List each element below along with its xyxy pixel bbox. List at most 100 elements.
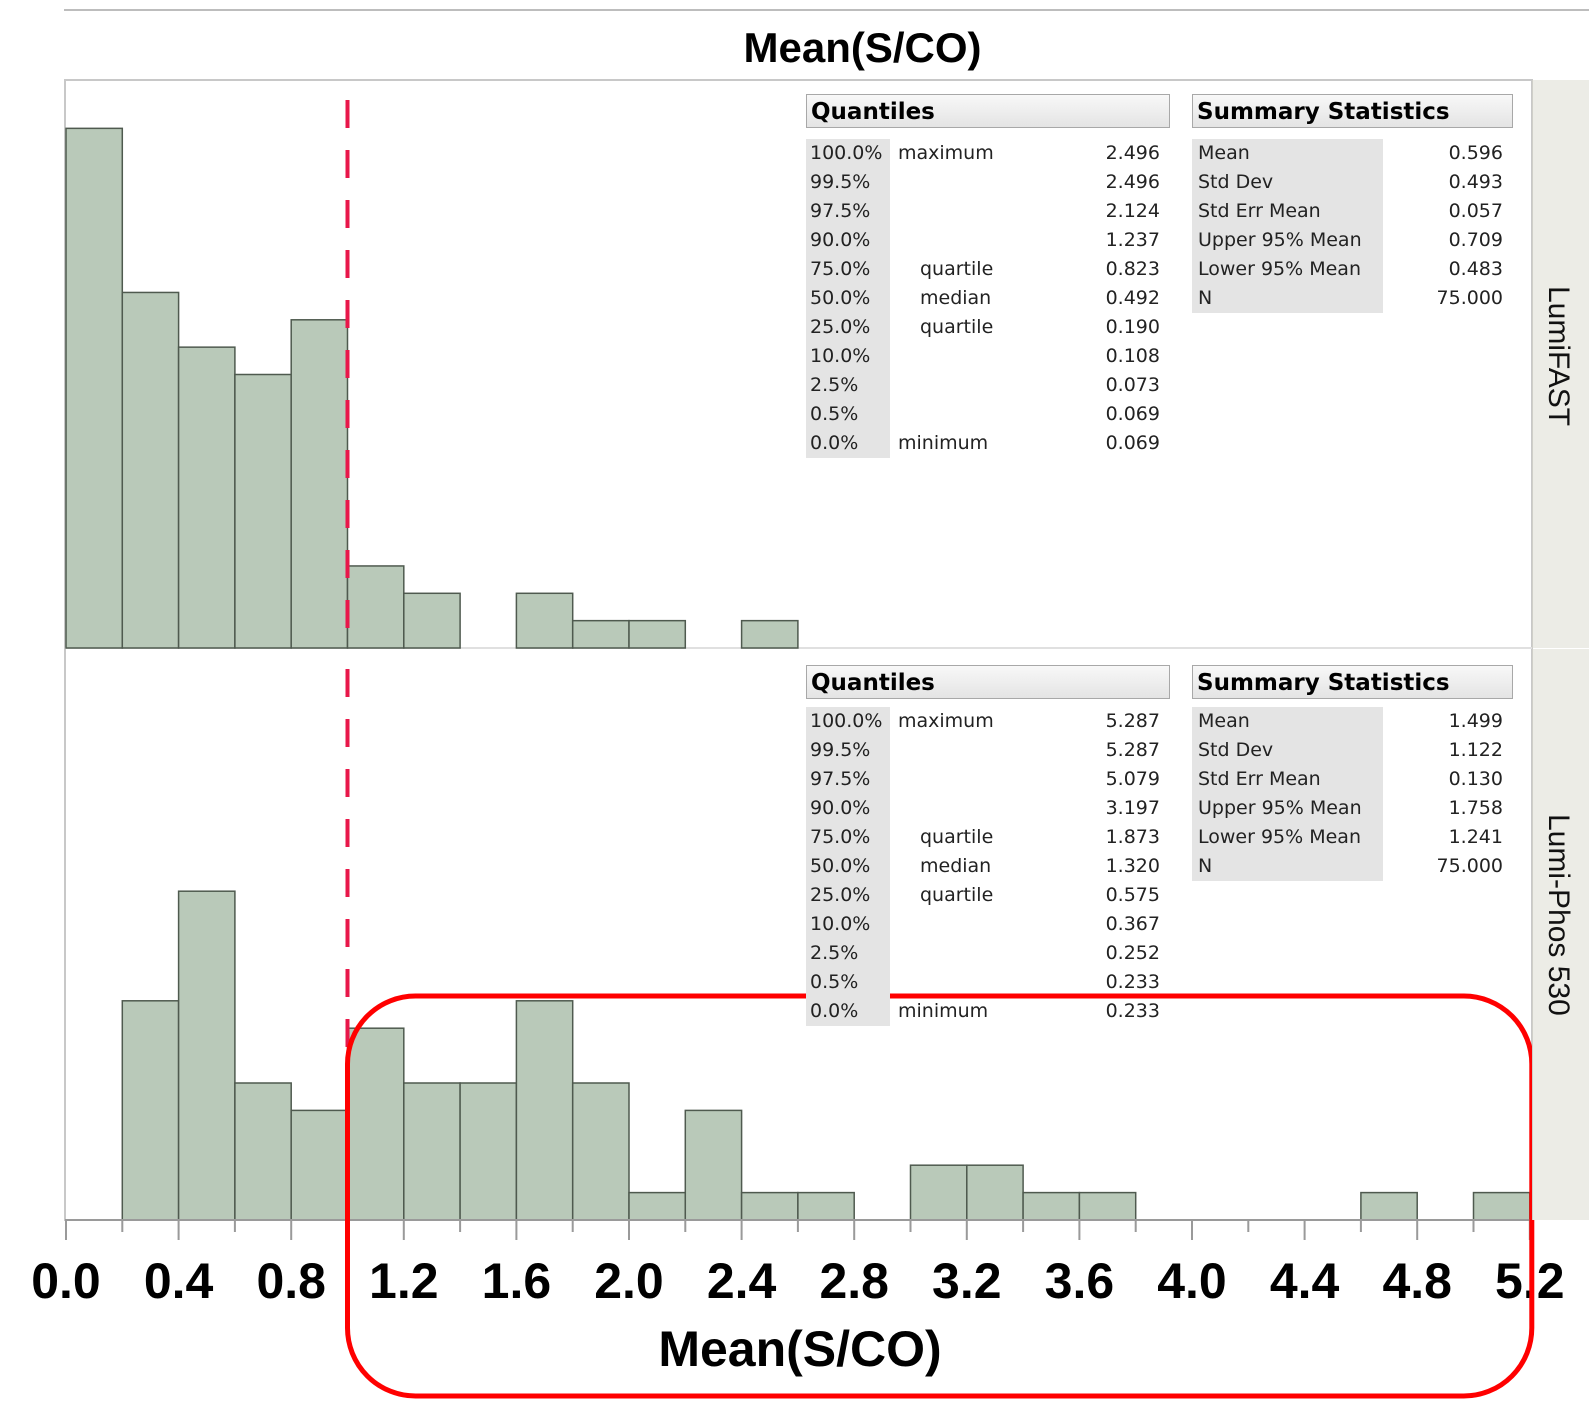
quantile-value: 2.124 [1105, 200, 1160, 222]
summary-table: Summary Statistics Mean 1.499 Std Dev 1.122 S… [1192, 665, 1513, 885]
x-tick-label: 1.2 [369, 1253, 439, 1309]
chart-title: Mean(S/CO) [743, 24, 982, 71]
histogram-bar-1-14 [966, 1164, 1024, 1221]
quantile-pct: 0.5% [810, 971, 859, 993]
histogram-bar-1-11 [740, 1191, 799, 1221]
histogram-bar-1-7 [515, 1000, 574, 1221]
histogram-bar-1-0 [121, 1000, 180, 1221]
quantile-value: 5.287 [1105, 739, 1160, 761]
quantile-row: 75.0% quartile 0.823 [806, 255, 1170, 284]
summary-row: Std Err Mean 0.130 [1192, 765, 1513, 794]
histogram-bar-0-4 [290, 319, 349, 649]
x-tick-label: 4.0 [1157, 1253, 1227, 1309]
histogram-bar-1-13 [909, 1164, 968, 1221]
quantile-pct: 2.5% [810, 374, 859, 396]
quantile-value: 0.069 [1105, 403, 1160, 425]
quantile-pct: 100.0% [810, 710, 883, 732]
summary-header: Summary Statistics [1192, 665, 1513, 699]
x-tick-label: 0.0 [31, 1253, 101, 1309]
quantile-name: maximum [898, 142, 994, 164]
quantile-row: 90.0% 1.237 [806, 226, 1170, 255]
summary-row: Mean 1.499 [1192, 707, 1513, 736]
summary-value: 75.000 [1436, 855, 1503, 877]
histogram-bar-1-4 [346, 1027, 405, 1221]
quantile-row: 50.0% median 0.492 [806, 284, 1170, 313]
quantile-pct: 25.0% [810, 884, 871, 906]
summary-row: Upper 95% Mean 0.709 [1192, 226, 1513, 255]
histogram-bar-1-10 [684, 1109, 743, 1221]
quantiles-table: Quantiles 100.0% maximum 2.496 99.5% 2.496 97.… [806, 94, 1170, 474]
quantile-row: 25.0% quartile 0.190 [806, 313, 1170, 342]
quantile-row: 0.5% 0.233 [806, 968, 1170, 997]
quantile-row: 2.5% 0.252 [806, 939, 1170, 968]
summary-name: Upper 95% Mean [1198, 229, 1362, 251]
quantile-pct: 0.0% [810, 432, 859, 454]
quantile-value: 0.823 [1105, 258, 1160, 280]
summary-value: 0.493 [1448, 171, 1503, 193]
quantile-pct: 0.0% [810, 1000, 859, 1022]
quantile-value: 5.079 [1105, 768, 1160, 790]
summary-value: 1.758 [1448, 797, 1503, 819]
histogram-bar-0-5 [346, 565, 405, 649]
panel-strip-top: LumiFAST [1532, 80, 1589, 648]
histogram-bar-0-7 [515, 592, 574, 649]
quantiles-header: Quantiles [806, 665, 1170, 699]
summary-label-bg [1192, 139, 1383, 313]
quantile-pct: 2.5% [810, 942, 859, 964]
quantile-pct: 97.5% [810, 200, 871, 222]
panel-strip-bottom: Lumi-Phos 530 [1532, 649, 1589, 1220]
histogram-bar-1-5 [403, 1082, 461, 1221]
quantile-row: 100.0% maximum 5.287 [806, 707, 1170, 736]
quantile-row: 25.0% quartile 0.575 [806, 881, 1170, 910]
quantile-name: minimum [898, 432, 989, 454]
quantile-row: 97.5% 5.079 [806, 765, 1170, 794]
quantile-pct: 10.0% [810, 345, 871, 367]
quantile-row: 10.0% 0.108 [806, 342, 1170, 371]
histogram-bar-1-3 [290, 1109, 349, 1221]
quantiles-header: Quantiles [806, 94, 1170, 128]
quantile-pct: 97.5% [810, 768, 871, 790]
quantile-row: 0.0% minimum 0.233 [806, 997, 1170, 1026]
summary-row: Lower 95% Mean 0.483 [1192, 255, 1513, 284]
histogram-bar-0-9 [628, 619, 687, 649]
summary-row: Std Err Mean 0.057 [1192, 197, 1513, 226]
quantile-pct: 100.0% [810, 142, 883, 164]
quantile-value: 0.108 [1105, 345, 1160, 367]
summary-name: N [1198, 855, 1213, 877]
summary-name: Std Dev [1198, 171, 1274, 193]
quantile-name: maximum [898, 710, 994, 732]
histogram-bar-0-0 [65, 127, 124, 649]
histogram-bar-0-3 [234, 373, 292, 649]
summary-row: N 75.000 [1192, 284, 1513, 313]
summary-name: Std Err Mean [1198, 768, 1321, 790]
summary-value: 1.122 [1448, 739, 1503, 761]
quantile-row: 10.0% 0.367 [806, 910, 1170, 939]
panel-label-lumiphos: Lumi-Phos 530 [1542, 814, 1575, 1016]
summary-value: 0.596 [1448, 142, 1503, 164]
quantile-value: 0.252 [1105, 942, 1160, 964]
histogram-bar-0-10 [740, 619, 799, 649]
quantile-value: 0.073 [1105, 374, 1160, 396]
quantile-row: 97.5% 2.124 [806, 197, 1170, 226]
quantile-row: 99.5% 5.287 [806, 736, 1170, 765]
histogram-bar-0-8 [571, 619, 630, 649]
quantile-pct: 50.0% [810, 855, 871, 877]
summary-name: Lower 95% Mean [1198, 258, 1361, 280]
quantile-name: quartile [920, 826, 994, 848]
quantile-pct: 10.0% [810, 913, 871, 935]
quantile-pct: 0.5% [810, 403, 859, 425]
x-axis-title: Mean(S/CO) [658, 1321, 942, 1377]
quantile-value: 2.496 [1105, 171, 1160, 193]
histogram-bar-1-16 [1078, 1191, 1137, 1221]
quantile-row: 75.0% quartile 1.873 [806, 823, 1170, 852]
quantile-name: quartile [920, 258, 994, 280]
quantile-pct: 75.0% [810, 826, 871, 848]
quantile-pct: 75.0% [810, 258, 871, 280]
quantile-row: 2.5% 0.073 [806, 371, 1170, 400]
quantiles-table: Quantiles 100.0% maximum 5.287 99.5% 5.287 97.… [806, 665, 1170, 1045]
quantile-pct: 90.0% [810, 229, 871, 251]
x-tick-label: 4.4 [1270, 1253, 1340, 1309]
quantiles-label-bg [806, 707, 890, 1026]
quantile-pct: 99.5% [810, 171, 871, 193]
